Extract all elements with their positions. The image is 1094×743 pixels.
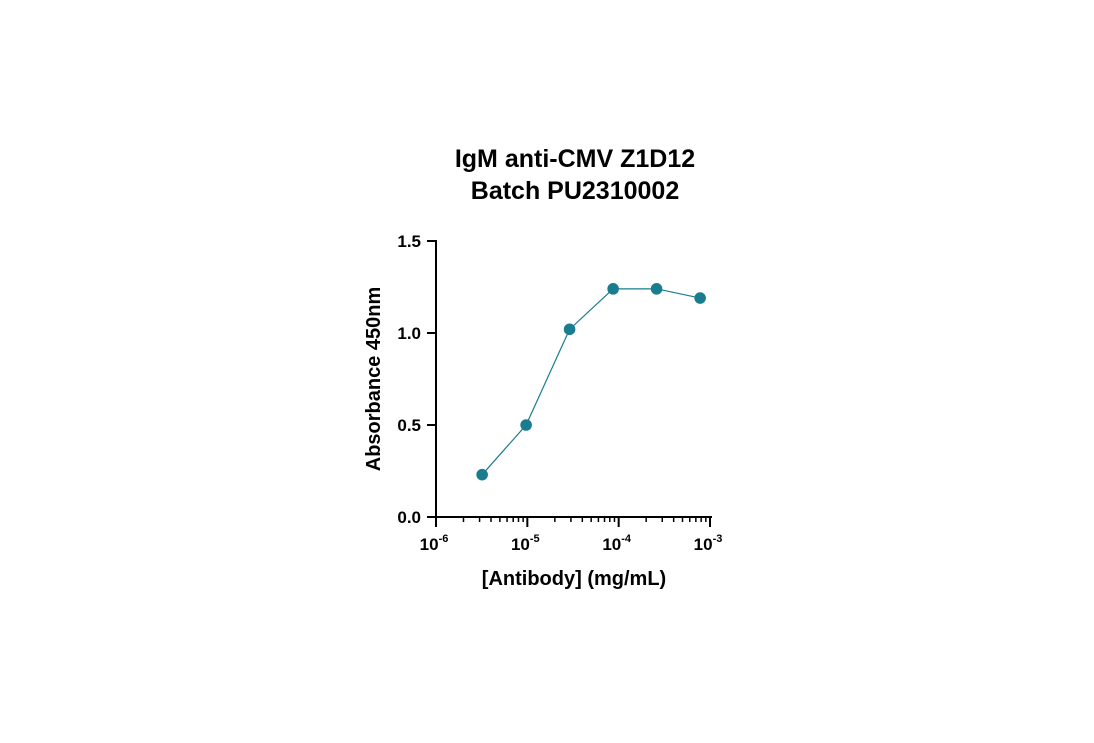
x-ticks: 10-6 10-5 10-4 10-3: [420, 517, 723, 554]
data-point: [650, 283, 663, 295]
series-line: [481, 288, 701, 476]
y-ticks: 0.0 0.5 1.0 1.5: [397, 232, 436, 527]
data-series: [476, 283, 706, 481]
x-tick-label: 10-4: [602, 533, 632, 554]
chart-title-line-2: Batch PU2310002: [471, 177, 679, 205]
data-point: [520, 419, 532, 431]
y-axis-title: Absorbance 450nm: [363, 287, 385, 472]
x-axis-title: [Antibody] (mg/mL): [482, 568, 666, 590]
data-point: [694, 292, 706, 304]
x-tick-label: 10-5: [511, 533, 540, 554]
y-tick-label: 1.0: [397, 324, 421, 343]
x-tick-label: 10-6: [420, 533, 449, 554]
chart-title-line-1: IgM anti-CMV Z1D12: [455, 145, 695, 173]
y-tick-label: 0.5: [397, 416, 421, 435]
data-point: [476, 468, 488, 481]
y-tick-label: 1.5: [397, 232, 421, 251]
data-point: [563, 323, 576, 336]
data-point: [607, 283, 619, 295]
x-tick-label: 10-3: [694, 533, 723, 554]
y-tick-label: 0.0: [397, 508, 421, 527]
axes: [435, 240, 712, 518]
